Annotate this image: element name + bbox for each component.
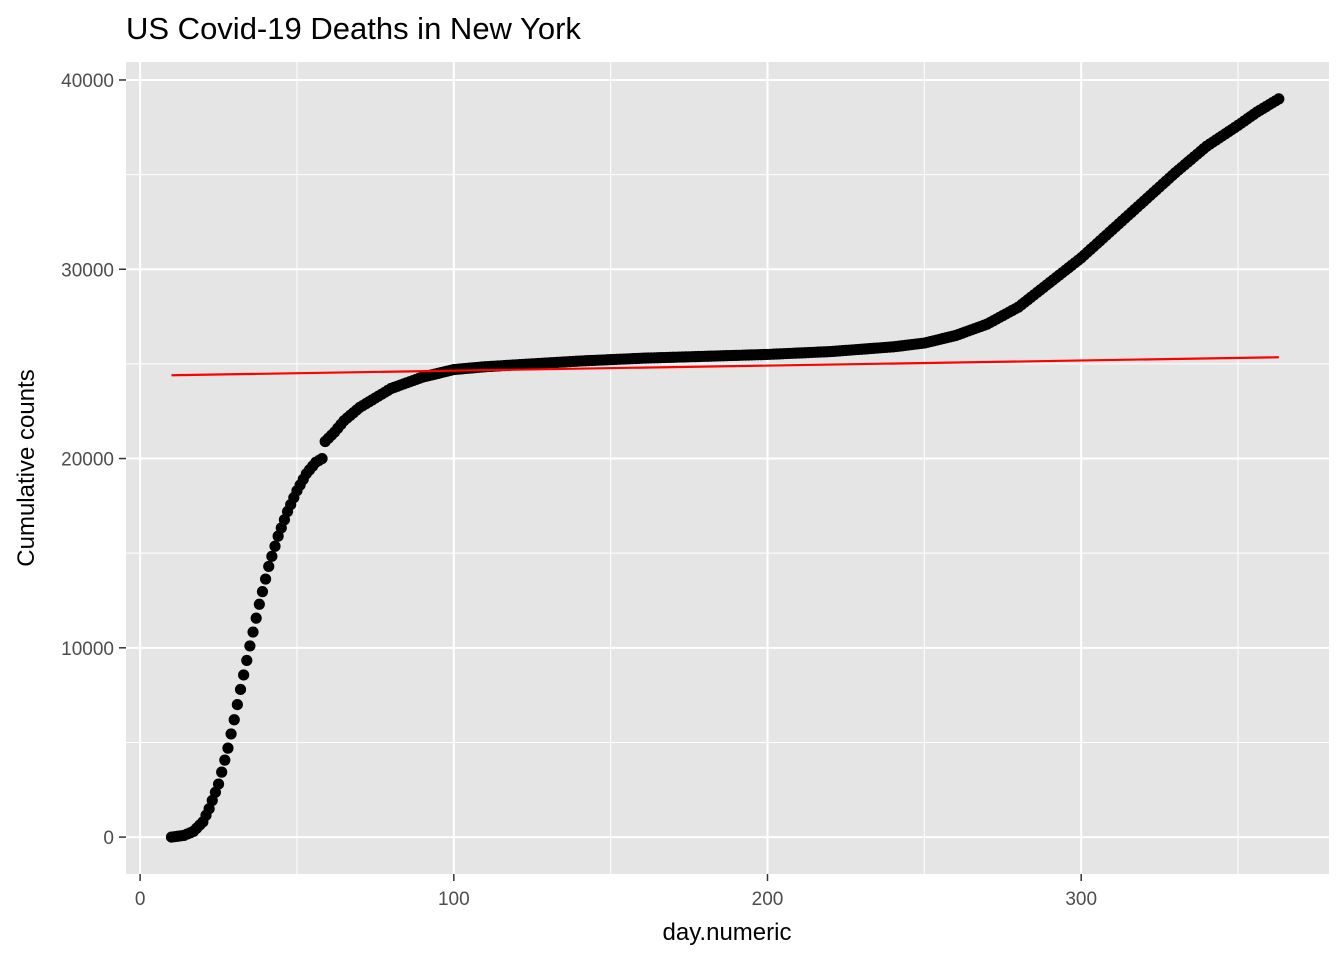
data-point	[263, 560, 275, 573]
data-point	[247, 626, 259, 638]
data-point	[253, 598, 265, 610]
data-point	[225, 728, 237, 740]
data-point	[259, 573, 272, 585]
data-point	[219, 754, 231, 766]
minor-gridlines	[126, 62, 1329, 874]
data-point	[228, 714, 240, 726]
major-gridlines	[126, 62, 1329, 874]
data-point	[234, 683, 247, 696]
y-tick-label: 30000	[61, 260, 114, 281]
data-point	[269, 540, 281, 552]
data-points	[165, 93, 1285, 843]
y-axis-label: Cumulative counts	[13, 369, 40, 566]
data-point	[231, 699, 243, 711]
y-tick-label: 20000	[61, 450, 114, 471]
x-axis-label: day.numeric	[663, 919, 792, 946]
y-axis: 0 10000 20000 30000 40000	[61, 71, 126, 849]
data-point	[1273, 93, 1285, 105]
chart-title: US Covid-19 Deaths in New York	[126, 11, 581, 46]
data-point	[250, 612, 262, 624]
x-axis: 0 100 200 300	[135, 874, 1097, 910]
x-tick-label: 200	[752, 889, 784, 910]
data-point	[241, 654, 253, 667]
x-tick-label: 0	[135, 889, 146, 910]
data-point	[212, 778, 225, 790]
plot-panel	[126, 62, 1329, 874]
y-tick-label: 10000	[61, 639, 114, 660]
data-point	[216, 766, 228, 778]
data-point	[222, 742, 234, 754]
data-point	[238, 669, 250, 681]
data-point	[266, 550, 278, 562]
fit-line	[171, 356, 1279, 377]
data-point	[244, 640, 256, 652]
data-point	[316, 452, 328, 465]
x-tick-label: 300	[1065, 889, 1097, 910]
y-tick-label: 40000	[61, 71, 114, 92]
y-tick-label: 0	[103, 828, 114, 849]
fit-line-layer	[171, 356, 1279, 377]
x-tick-label: 100	[438, 889, 470, 910]
data-point	[256, 586, 269, 598]
